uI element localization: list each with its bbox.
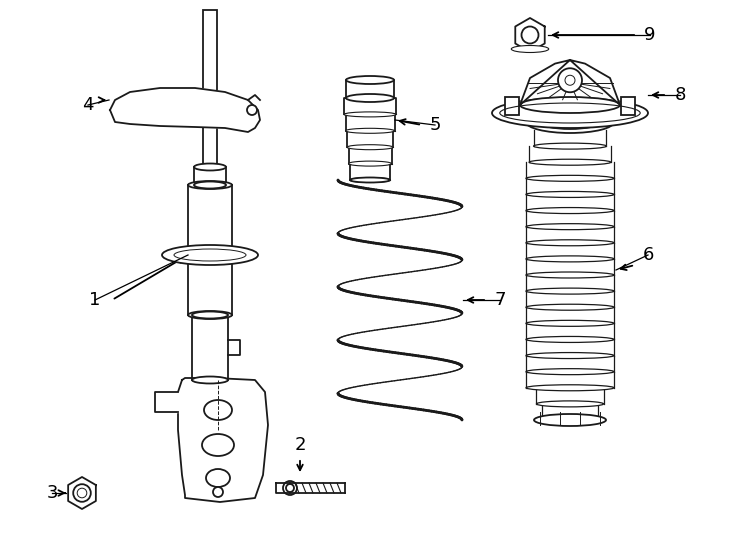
- Ellipse shape: [526, 385, 614, 391]
- Circle shape: [565, 75, 575, 85]
- Ellipse shape: [202, 434, 234, 456]
- Ellipse shape: [350, 178, 390, 183]
- Circle shape: [521, 26, 539, 44]
- Ellipse shape: [192, 376, 228, 383]
- Circle shape: [247, 105, 257, 115]
- Polygon shape: [347, 131, 393, 147]
- Polygon shape: [344, 98, 396, 114]
- Ellipse shape: [194, 181, 226, 188]
- Circle shape: [558, 68, 582, 92]
- Ellipse shape: [526, 207, 614, 213]
- Text: 9: 9: [644, 26, 655, 44]
- FancyBboxPatch shape: [621, 97, 635, 115]
- FancyBboxPatch shape: [505, 97, 519, 115]
- Circle shape: [213, 487, 223, 497]
- Ellipse shape: [534, 143, 606, 149]
- Ellipse shape: [512, 45, 549, 52]
- FancyBboxPatch shape: [192, 315, 228, 380]
- Ellipse shape: [542, 417, 598, 423]
- Ellipse shape: [526, 192, 614, 198]
- Polygon shape: [350, 164, 390, 180]
- Text: 2: 2: [294, 436, 306, 454]
- Ellipse shape: [526, 240, 614, 246]
- Text: 5: 5: [429, 116, 440, 134]
- Ellipse shape: [526, 320, 614, 326]
- Circle shape: [77, 488, 87, 498]
- Ellipse shape: [526, 272, 614, 278]
- Text: 7: 7: [494, 291, 506, 309]
- Ellipse shape: [346, 76, 394, 84]
- Ellipse shape: [526, 256, 614, 262]
- Text: 6: 6: [642, 246, 654, 264]
- Ellipse shape: [283, 481, 297, 495]
- Polygon shape: [349, 147, 391, 164]
- Ellipse shape: [194, 164, 226, 171]
- Polygon shape: [520, 60, 620, 105]
- Ellipse shape: [526, 369, 614, 375]
- Ellipse shape: [349, 161, 391, 166]
- Text: 4: 4: [82, 96, 94, 114]
- Ellipse shape: [492, 98, 648, 128]
- Ellipse shape: [537, 401, 603, 407]
- Circle shape: [73, 484, 91, 502]
- FancyBboxPatch shape: [188, 185, 232, 315]
- Ellipse shape: [534, 414, 606, 426]
- Polygon shape: [276, 483, 290, 493]
- Ellipse shape: [526, 224, 614, 230]
- Text: 1: 1: [90, 291, 101, 309]
- Ellipse shape: [526, 288, 614, 294]
- Ellipse shape: [188, 311, 232, 319]
- Text: 8: 8: [675, 86, 686, 104]
- Ellipse shape: [529, 159, 611, 165]
- Polygon shape: [178, 378, 268, 502]
- Ellipse shape: [526, 336, 614, 342]
- Ellipse shape: [350, 178, 390, 183]
- Ellipse shape: [526, 176, 614, 181]
- Ellipse shape: [346, 94, 394, 102]
- Ellipse shape: [174, 249, 246, 261]
- Ellipse shape: [162, 245, 258, 265]
- Ellipse shape: [204, 400, 232, 420]
- Polygon shape: [155, 392, 178, 412]
- Ellipse shape: [526, 353, 614, 359]
- FancyBboxPatch shape: [203, 10, 217, 175]
- Ellipse shape: [346, 129, 394, 133]
- Polygon shape: [346, 80, 394, 98]
- Ellipse shape: [520, 97, 620, 113]
- Text: 3: 3: [46, 484, 58, 502]
- Polygon shape: [110, 88, 260, 132]
- Ellipse shape: [188, 181, 232, 189]
- FancyBboxPatch shape: [194, 167, 226, 185]
- Polygon shape: [68, 477, 96, 509]
- Polygon shape: [515, 18, 545, 52]
- Ellipse shape: [540, 115, 600, 129]
- Ellipse shape: [192, 312, 228, 319]
- Ellipse shape: [347, 145, 393, 150]
- Ellipse shape: [206, 469, 230, 487]
- Circle shape: [286, 484, 294, 492]
- Ellipse shape: [526, 111, 614, 133]
- Polygon shape: [346, 114, 394, 131]
- Ellipse shape: [344, 112, 396, 117]
- Ellipse shape: [526, 304, 614, 310]
